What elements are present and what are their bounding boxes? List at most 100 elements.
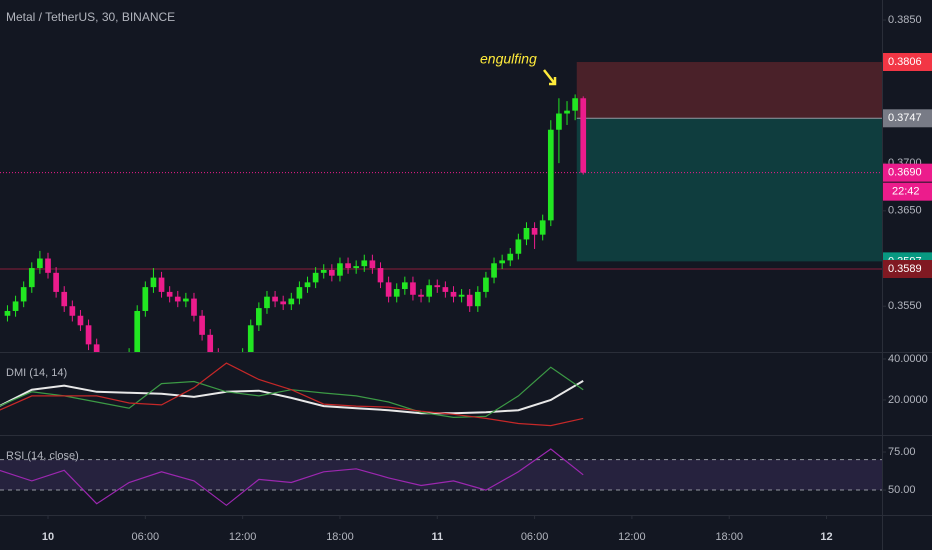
candle-body bbox=[12, 301, 19, 311]
symbol-title: Metal / TetherUS, 30, BINANCE bbox=[6, 10, 175, 24]
price-label-bg bbox=[883, 53, 932, 72]
candle-body bbox=[20, 287, 27, 302]
candle-body bbox=[264, 296, 270, 309]
candle-body bbox=[369, 260, 376, 269]
candle-body bbox=[401, 282, 408, 290]
candle-body bbox=[158, 277, 165, 292]
rsi-pane bbox=[0, 448, 882, 507]
candle-body bbox=[515, 239, 522, 254]
indicator-line bbox=[0, 448, 584, 507]
candle-body bbox=[491, 263, 497, 278]
countdown: 22:42 bbox=[892, 186, 920, 198]
candle-body bbox=[442, 287, 449, 292]
x-tick-label: 18:00 bbox=[715, 531, 743, 543]
countdown-bg bbox=[883, 182, 932, 201]
candle-body bbox=[77, 315, 84, 326]
candle-body bbox=[547, 129, 554, 221]
candle-body bbox=[483, 277, 489, 292]
candle-body bbox=[142, 287, 149, 311]
candle-body bbox=[410, 282, 416, 295]
candle-body bbox=[580, 98, 587, 173]
y-tick-label: 0.3550 bbox=[888, 300, 922, 312]
x-tick-label: 12:00 bbox=[618, 531, 646, 543]
annotation-arrow bbox=[543, 69, 557, 86]
indicator-line bbox=[0, 380, 584, 415]
candle-body bbox=[4, 310, 11, 316]
x-tick-label: 12:00 bbox=[229, 531, 257, 543]
candle-body bbox=[320, 269, 327, 273]
candle-body bbox=[28, 268, 35, 288]
price-label: 0.3690 bbox=[888, 167, 922, 179]
candle-body bbox=[199, 315, 205, 335]
candle-body bbox=[507, 253, 514, 261]
price-label-bg bbox=[883, 260, 932, 279]
x-tick-label: 18:00 bbox=[326, 531, 354, 543]
rsi-band bbox=[0, 459, 882, 491]
candle-body bbox=[247, 325, 254, 352]
candle-body bbox=[166, 291, 173, 297]
candle-body bbox=[150, 277, 157, 288]
indicator-title: RSI (14, close) bbox=[6, 450, 79, 462]
candle-body bbox=[450, 291, 457, 297]
price-label: 0.3589 bbox=[888, 263, 922, 275]
candle-body bbox=[191, 298, 197, 316]
candle-body bbox=[85, 325, 92, 345]
candle-body bbox=[174, 296, 181, 302]
candle-body bbox=[304, 282, 311, 288]
y-tick-label: 40.0000 bbox=[888, 353, 928, 365]
indicator-line bbox=[0, 362, 584, 427]
candle-body bbox=[499, 260, 505, 264]
candle-body bbox=[37, 258, 43, 269]
price-pane bbox=[0, 62, 882, 352]
price-label: 0.3747 bbox=[888, 112, 922, 124]
candle-body bbox=[345, 263, 351, 269]
candle-body bbox=[572, 98, 578, 111]
x-tick-label: 11 bbox=[431, 531, 443, 543]
candle-body bbox=[207, 334, 214, 352]
candle-body bbox=[329, 269, 335, 276]
candle-body bbox=[93, 344, 100, 352]
candle-body bbox=[523, 227, 530, 240]
y-tick-label: 0.3850 bbox=[888, 14, 922, 26]
stop-zone bbox=[576, 62, 882, 119]
candle-body bbox=[296, 287, 303, 299]
candle-body bbox=[53, 272, 59, 292]
y-tick-label: 20.0000 bbox=[888, 394, 928, 406]
candle-body bbox=[418, 294, 424, 297]
annotation: engulfing bbox=[480, 51, 537, 67]
candle-body bbox=[531, 227, 538, 235]
y-tick-label: 50.00 bbox=[888, 484, 916, 496]
candle-body bbox=[256, 308, 262, 326]
y-tick-label: 0.3650 bbox=[888, 205, 922, 217]
candle-body bbox=[556, 113, 562, 130]
target-zone bbox=[576, 118, 882, 262]
x-tick-label: 12 bbox=[820, 531, 832, 543]
candle-body bbox=[426, 285, 432, 297]
price-label-bg bbox=[883, 109, 932, 128]
candle-body bbox=[458, 294, 465, 297]
indicator-title: DMI (14, 14) bbox=[6, 367, 67, 379]
candle-body bbox=[385, 282, 392, 297]
candle-body bbox=[466, 294, 473, 307]
candle-body bbox=[361, 260, 368, 267]
candle-body bbox=[337, 263, 343, 276]
price-label: 0.3806 bbox=[888, 56, 922, 68]
x-tick-label: 10 bbox=[42, 531, 54, 543]
price-label-bg bbox=[883, 163, 932, 182]
y-tick-label: 75.00 bbox=[888, 446, 916, 458]
candle-body bbox=[564, 110, 570, 114]
candle-body bbox=[280, 301, 287, 305]
candle-body bbox=[183, 298, 189, 302]
candle-body bbox=[45, 258, 51, 273]
candle-body bbox=[134, 310, 141, 352]
candle-body bbox=[61, 291, 68, 307]
candle-body bbox=[312, 272, 319, 283]
candle-body bbox=[272, 296, 278, 302]
candle-body bbox=[474, 291, 481, 307]
x-tick-label: 06:00 bbox=[521, 531, 549, 543]
x-tick-label: 06:00 bbox=[132, 531, 160, 543]
candle-body bbox=[539, 220, 546, 235]
